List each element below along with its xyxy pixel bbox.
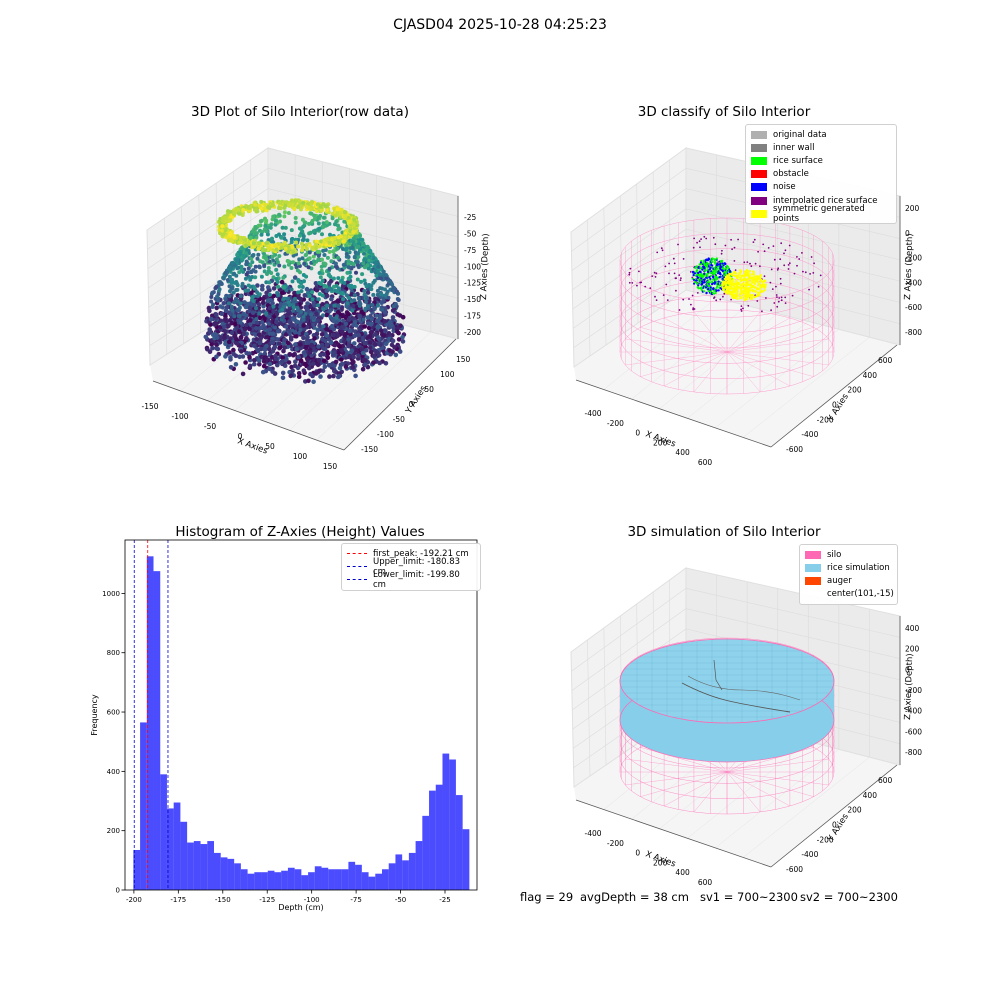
- plot1-points: [203, 198, 407, 385]
- plot1-point: [247, 363, 253, 369]
- plot1-point: [325, 351, 331, 357]
- grid-line: [148, 208, 269, 289]
- footer-flag: flag = 29: [520, 890, 574, 904]
- figure-title: CJASD04 2025-10-28 04:25:23: [393, 17, 607, 33]
- plot4-z-tick: 200: [905, 645, 920, 654]
- plot1-title: 3D Plot of Silo Interior(row data): [191, 104, 409, 120]
- plot1-point: [262, 351, 268, 357]
- plot4-y-tick: -400: [801, 850, 818, 859]
- plot4-z-tick: 400: [905, 624, 920, 633]
- plot4-x-tick: 0: [635, 849, 640, 858]
- plot1-point: [209, 342, 214, 347]
- plot1-point: [332, 342, 338, 348]
- plot1-point: [301, 335, 306, 341]
- x-axis-line: [152, 380, 345, 451]
- plot1-point: [296, 374, 302, 380]
- grid-line: [147, 168, 269, 250]
- plot4-x-tick: -400: [584, 829, 601, 838]
- plot1-point: [255, 283, 260, 288]
- plot1-point: [270, 336, 275, 342]
- footer-sv1: sv1 = 700~2300: [700, 890, 798, 904]
- plot4-y-tick: -600: [786, 865, 803, 874]
- plot1-point: [383, 361, 389, 366]
- grid-line: [198, 194, 201, 333]
- plot1-point: [292, 275, 298, 280]
- plot4-y-tick: 400: [863, 791, 878, 800]
- grid-line: [267, 208, 459, 258]
- legend-label: silo: [827, 549, 842, 560]
- plot4-legend-item: silo: [805, 548, 892, 561]
- plot4-z-tick: -800: [905, 748, 922, 757]
- plot1-point: [243, 360, 248, 365]
- plot4-x-tick: 400: [675, 868, 690, 877]
- plot1-point: [390, 308, 396, 313]
- grid-line: [267, 188, 459, 238]
- plot4-x-tick: 600: [698, 878, 713, 887]
- plot1-point: [240, 371, 246, 377]
- plot1-point: [288, 373, 294, 379]
- footer-sv2: sv2 = 700~2300: [800, 890, 898, 904]
- plot1-point: [327, 308, 332, 314]
- plot4-legend: silo rice simulation auger center(101,-15): [799, 544, 898, 605]
- plot4-legend-item: center(101,-15): [805, 588, 894, 601]
- plot1-point: [231, 347, 236, 353]
- legend-swatch: [805, 576, 821, 585]
- plot4-x-tick: -200: [607, 839, 624, 848]
- legend-swatch: [805, 563, 821, 572]
- plot4-legend-item: rice simulation: [805, 561, 892, 574]
- plot1-point: [244, 335, 249, 341]
- plot1-point: [289, 364, 294, 370]
- plot1-point: [260, 286, 265, 292]
- plot1-point: [228, 357, 233, 362]
- grid-line: [181, 206, 185, 344]
- grid-line: [163, 218, 168, 355]
- plot4-z-tick: -600: [905, 727, 922, 736]
- plot1-point: [240, 354, 246, 359]
- plot1-point: [314, 287, 320, 293]
- plot1-point: [233, 362, 239, 367]
- grid-line: [267, 167, 459, 217]
- plot4-rice-surface: [619, 638, 835, 763]
- plot4-legend-item: auger: [805, 574, 892, 587]
- legend-label: center(101,-15): [827, 589, 894, 600]
- grid-line: [147, 188, 269, 269]
- legend-label: auger: [827, 575, 852, 586]
- y-axis-line: [343, 338, 457, 451]
- plot1-point: [281, 348, 286, 354]
- grid-line: [316, 331, 432, 441]
- plot4-y-tick: 200: [847, 806, 862, 815]
- plot1-point: [353, 373, 358, 379]
- plot1-point: [264, 334, 270, 340]
- legend-label: rice simulation: [827, 562, 890, 573]
- plot1-point: [206, 305, 212, 311]
- plot4-y-tick: 600: [878, 776, 893, 785]
- footer-avg-depth: avgDepth = 38 cm: [580, 890, 689, 904]
- plot1-point: [261, 303, 266, 309]
- legend-swatch: [805, 550, 821, 559]
- plot1-point: [260, 283, 265, 289]
